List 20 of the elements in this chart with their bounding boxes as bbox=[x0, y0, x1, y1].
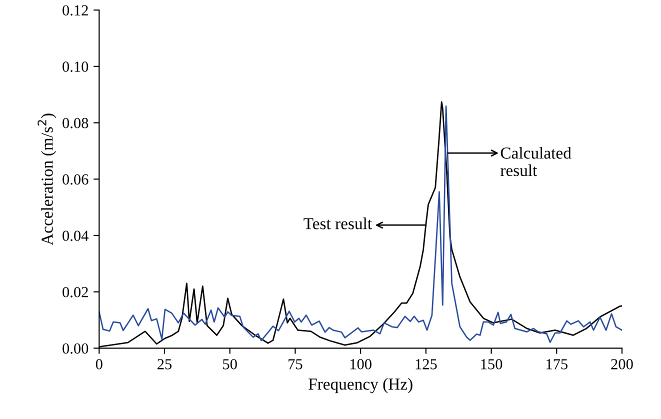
y-tick-label: 0.06 bbox=[62, 174, 88, 185]
y-tick-label: 0.00 bbox=[62, 343, 88, 354]
y-tick-label: 0.02 bbox=[62, 286, 88, 298]
x-tick-label: 150 bbox=[481, 359, 502, 370]
x-tick-label: 0 bbox=[96, 359, 102, 370]
y-tick-label: 0.12 bbox=[62, 5, 88, 16]
x-axis-title: Frequency (Hz) bbox=[308, 378, 412, 394]
x-tick-label: 50 bbox=[223, 359, 237, 370]
annotation: Calculated result bbox=[500, 146, 572, 176]
x-tick-label: 25 bbox=[158, 359, 172, 370]
x-tick-label: 200 bbox=[611, 359, 633, 370]
y-tick-label: 0.04 bbox=[62, 230, 88, 241]
x-tick-label: 125 bbox=[416, 359, 437, 370]
x-tick-label: 75 bbox=[288, 359, 302, 370]
y-axis-title: Acceleration (m/s$^{2}$) bbox=[38, 114, 56, 246]
annotation: Test result bbox=[304, 218, 372, 230]
y-tick-label: 0.10 bbox=[62, 62, 88, 72]
x-tick-label: 100 bbox=[350, 359, 372, 370]
x-tick-label: 175 bbox=[546, 359, 568, 370]
y-tick-label: 0.08 bbox=[62, 118, 88, 128]
